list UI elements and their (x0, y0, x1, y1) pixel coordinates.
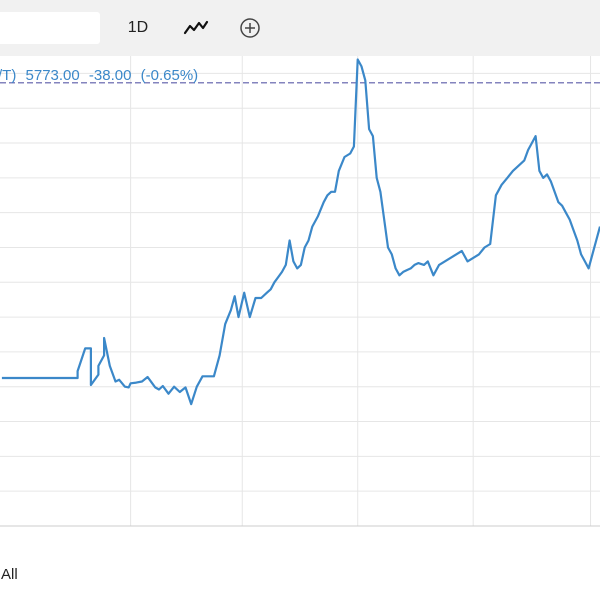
legend-change: -38.00 (88, 67, 132, 84)
line-chart-icon (183, 20, 209, 35)
interval-button[interactable]: 1D (127, 19, 149, 36)
range-all-button[interactable]: All (1, 566, 18, 583)
symbol-search-input[interactable] (0, 12, 100, 44)
range-selector: All (0, 560, 600, 590)
vertical-gridlines (130, 56, 592, 526)
series-legend: Y/T) 5773.00 -38.00 (-0.65%) (0, 67, 203, 84)
compare-button[interactable] (234, 12, 266, 44)
legend-last-price: 5773.00 (25, 67, 80, 84)
plus-circle-icon (240, 18, 260, 38)
price-series-line (1, 58, 600, 406)
legend-change-pct: (-0.65%) (140, 67, 199, 84)
horizontal-gridlines (0, 72, 600, 492)
chart-type-button[interactable] (176, 12, 216, 44)
legend-symbol: Y/T) (0, 67, 17, 84)
chart-toolbar: 1D (0, 0, 600, 56)
price-chart[interactable]: 2021MarMayJulS (0, 56, 600, 531)
